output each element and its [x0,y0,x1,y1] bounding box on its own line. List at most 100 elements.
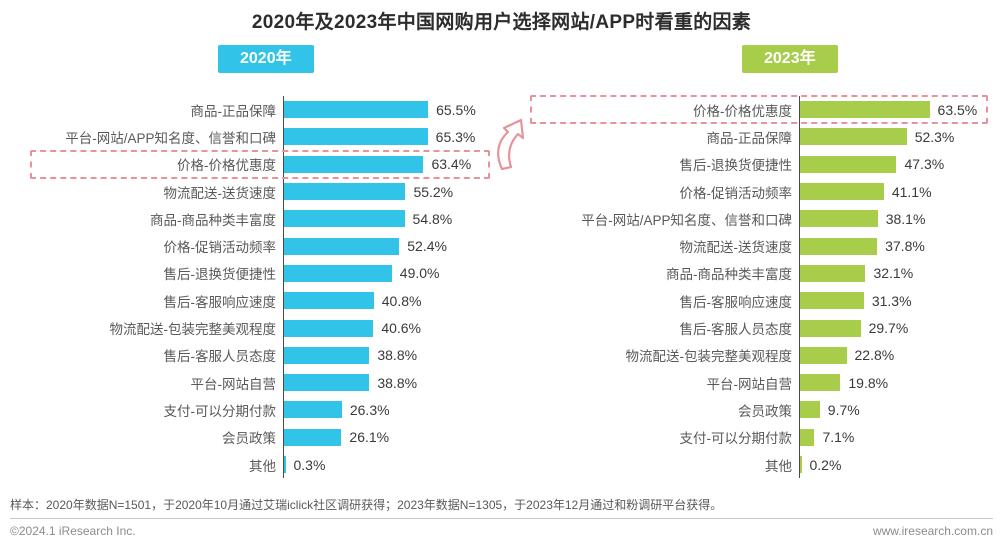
value-label: 22.8% [854,347,895,364]
chart-row: 平台-网站自营 38.8% [0,368,500,397]
bar-area: 49.0% [283,259,500,288]
chart-row: 物流配送-包装完整美观程度 22.8% [500,341,1003,369]
badge-2023: 2023年 [742,45,838,73]
bar-area: 40.8% [283,287,500,315]
value-label: 63.4% [431,156,472,173]
bar [800,319,861,337]
category-label: 售后-客服人员态度 [679,322,793,338]
bar-area: 65.5% [283,96,500,124]
chart-row: 售后-退换货便捷性 47.3% [500,150,1003,178]
bar [284,346,370,364]
bar-area: 54.8% [283,205,500,233]
bar [284,456,286,473]
category-label: 售后-客服响应速度 [163,294,277,310]
value-label: 29.7% [868,320,909,337]
chart-row: 价格-价格优惠度 63.4% [0,149,500,179]
category-label: 平台-网站自营 [706,376,793,392]
bar-area: 63.4% [283,150,500,178]
value-label: 38.8% [377,374,418,391]
bar-area: 47.3% [799,150,1003,178]
category-label: 支付-可以分期付款 [679,431,793,447]
category-label: 售后-客服响应速度 [679,294,793,310]
category-label: 商品-商品种类丰富度 [666,267,792,283]
category-label: 会员政策 [222,431,276,447]
chart-row: 物流配送-送货速度 37.8% [500,232,1003,260]
bar [284,101,429,119]
bar [800,292,864,310]
value-label: 19.8% [848,374,889,391]
value-label: 38.8% [377,347,418,364]
category-label: 物流配送-包装完整美观程度 [625,349,793,365]
chart-row: 平台-网站自营 19.8% [500,368,1003,397]
bar-area: 63.5% [799,96,1003,124]
category-label: 平台-网站自营 [190,376,277,392]
bar-area: 52.4% [283,232,500,260]
chart-row: 售后-客服响应速度 31.3% [500,287,1003,315]
chart-row: 平台-网站/APP知名度、信誉和口碑 38.1% [500,205,1003,233]
value-label: 7.1% [822,429,855,446]
bar-area: 0.3% [283,450,500,479]
bar-area: 26.1% [283,423,500,451]
bar-area: 65.3% [283,123,500,151]
bar [800,428,815,446]
bar-area: 37.8% [799,232,1003,260]
bar-area: 41.1% [799,177,1003,206]
chart-row: 售后-退换货便捷性 49.0% [0,259,500,288]
bar-area: 7.1% [799,423,1003,451]
value-label: 52.3% [914,128,955,145]
bar-area: 22.8% [799,341,1003,369]
bar-area: 9.7% [799,396,1003,424]
website-url: www.iresearch.com.cn [872,524,993,538]
chart-2023-rows: 价格-价格优惠度 63.5% 商品-正品保障 52.3% 售后-退换货便捷性 47.3% 价… [500,95,1003,479]
value-label: 0.3% [293,456,326,473]
chart-row: 售后-客服响应速度 40.8% [0,287,500,315]
bar [284,292,374,310]
category-label: 售后-退换货便捷性 [679,158,793,174]
chart-row: 其他 0.3% [0,450,500,479]
category-label: 会员政策 [738,403,792,419]
footer-divider [10,518,993,519]
chart-row: 商品-商品种类丰富度 54.8% [0,205,500,233]
bar-area: 38.1% [799,205,1003,233]
bar [800,155,897,173]
value-label: 52.4% [407,238,447,255]
bar-area: 38.8% [283,341,500,369]
badge-2020: 2020年 [218,45,314,73]
bar-area: 40.6% [283,314,500,342]
category-label: 售后-退换货便捷性 [163,267,277,283]
bar [800,401,820,419]
bar-area: 31.3% [799,287,1003,315]
chart-row: 支付-可以分期付款 7.1% [500,423,1003,451]
bar [284,374,370,392]
chart-row: 售后-客服人员态度 29.7% [500,314,1003,342]
chart-row: 其他 0.2% [500,450,1003,479]
bar-area: 26.3% [283,396,500,424]
value-label: 9.7% [827,401,860,418]
chart-row: 物流配送-送货速度 55.2% [0,177,500,206]
bar-area: 19.8% [799,368,1003,397]
category-label: 售后-客服人员态度 [163,349,277,365]
bar-area: 38.8% [283,368,500,397]
sample-note: 样本：2020年数据N=1501，于2020年10月通过艾瑞iclick社区调研… [10,498,723,512]
category-label: 价格-价格优惠度 [693,103,792,119]
bar-area: 52.3% [799,123,1003,151]
value-label: 40.8% [381,292,422,309]
chart-2020: 2020年 商品-正品保障 65.5% 平台-网站/APP知名度、信誉和口碑 65.3… [0,45,500,485]
chart-row: 售后-客服人员态度 38.8% [0,341,500,369]
category-label: 物流配送-送货速度 [679,240,793,256]
value-label: 65.5% [436,101,476,118]
bar [800,346,847,364]
chart-row: 物流配送-包装完整美观程度 40.6% [0,314,500,342]
bar-area: 29.7% [799,314,1003,342]
value-label: 47.3% [904,156,945,173]
chart-row: 价格-促销活动频率 41.1% [500,177,1003,206]
category-label: 价格-价格优惠度 [177,158,276,174]
bar [800,374,841,392]
value-label: 40.6% [381,320,422,337]
chart-row: 商品-商品种类丰富度 32.1% [500,259,1003,288]
value-label: 65.3% [435,128,476,145]
bar [800,264,866,282]
chart-2023: 2023年 价格-价格优惠度 63.5% 商品-正品保障 52.3% 售后-退换货便捷性… [500,45,1003,485]
bar [800,210,878,228]
